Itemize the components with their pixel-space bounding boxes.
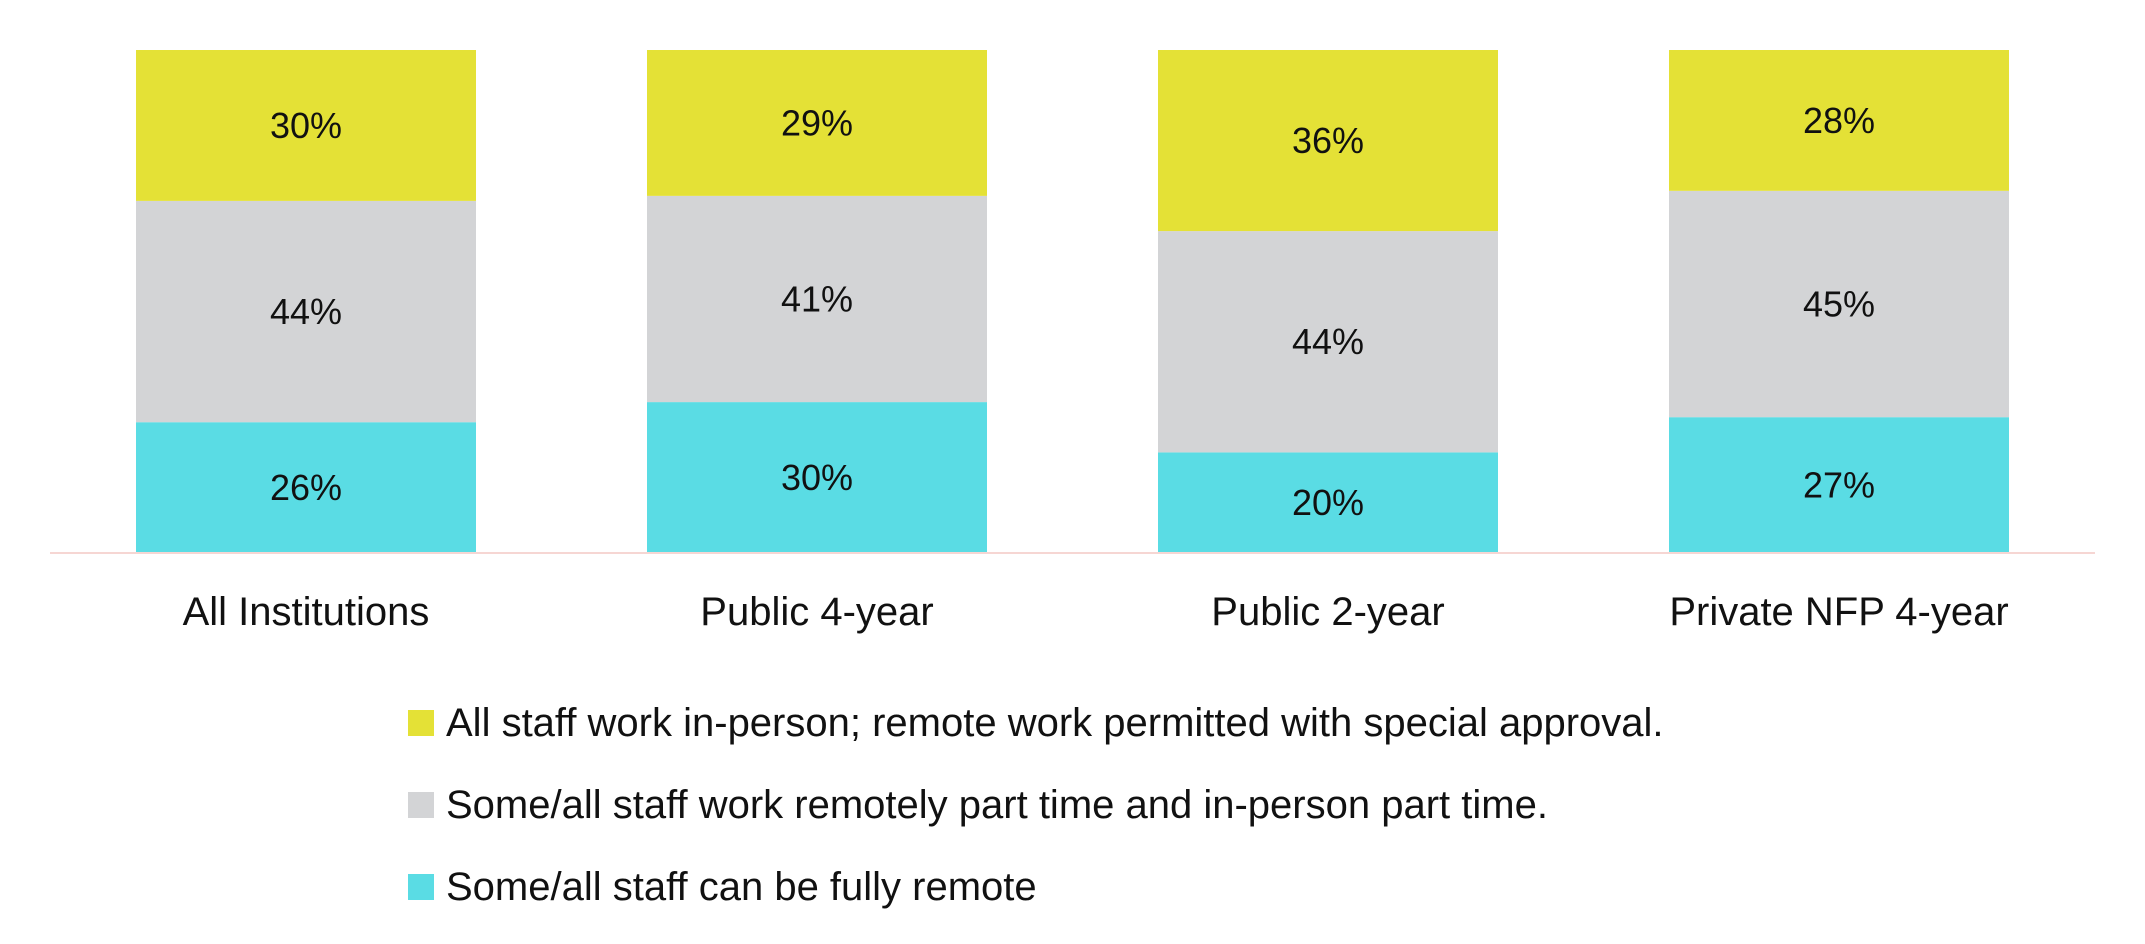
bar-segment-1-1 — [647, 195, 987, 403]
legend-item-hybrid: Some/all staff work remotely part time a… — [408, 764, 1664, 846]
bar-segment-2-0 — [1158, 452, 1498, 553]
legend-swatch-hybrid — [408, 792, 434, 818]
data-label-2-1: 44% — [1292, 321, 1364, 362]
data-label-0-0: 26% — [270, 467, 342, 508]
legend-label-hybrid: Some/all staff work remotely part time a… — [446, 782, 1548, 827]
bar-segment-0-1 — [136, 200, 476, 423]
bar-group: 26% 44% 30% 30% 41% 29% 20% 44% 36% 27% 45% 28% — [136, 50, 2009, 553]
bar-segment-3-1 — [1669, 190, 2009, 418]
legend-swatch-fully-remote — [408, 874, 434, 900]
bar-segment-1-2 — [647, 50, 987, 196]
bar-segment-3-2 — [1669, 50, 2009, 191]
legend-item-in-person: All staff work in-person; remote work pe… — [408, 682, 1664, 764]
data-label-3-2: 28% — [1803, 100, 1875, 141]
legend-label-in-person: All staff work in-person; remote work pe… — [446, 700, 1664, 745]
category-label-2: Public 2-year — [1211, 590, 1444, 634]
data-label-0-2: 30% — [270, 105, 342, 146]
category-label-1: Public 4-year — [700, 590, 933, 634]
bar-segment-0-2 — [136, 50, 476, 201]
data-label-3-0: 27% — [1803, 465, 1875, 506]
data-label-3-1: 45% — [1803, 284, 1875, 325]
data-label-1-0: 30% — [781, 457, 853, 498]
legend: All staff work in-person; remote work pe… — [408, 682, 1664, 928]
bar-segment-3-0 — [1669, 417, 2009, 553]
data-label-1-2: 29% — [781, 102, 853, 143]
bar-segment-2-2 — [1158, 50, 1498, 232]
bar-segment-1-0 — [647, 402, 987, 553]
category-label-3: Private NFP 4-year — [1669, 590, 2008, 634]
category-label-0: All Institutions — [183, 590, 430, 634]
legend-swatch-in-person — [408, 710, 434, 736]
legend-item-fully-remote: Some/all staff can be fully remote — [408, 846, 1664, 928]
bar-segment-2-1 — [1158, 231, 1498, 453]
legend-label-fully-remote: Some/all staff can be fully remote — [446, 864, 1037, 909]
data-label-1-1: 41% — [781, 278, 853, 319]
bar-segment-0-0 — [136, 422, 476, 553]
data-label-2-0: 20% — [1292, 482, 1364, 523]
data-label-2-2: 36% — [1292, 120, 1364, 161]
category-label-group: All Institutions Public 4-year Public 2-ye… — [183, 590, 2009, 634]
data-label-0-1: 44% — [270, 291, 342, 332]
